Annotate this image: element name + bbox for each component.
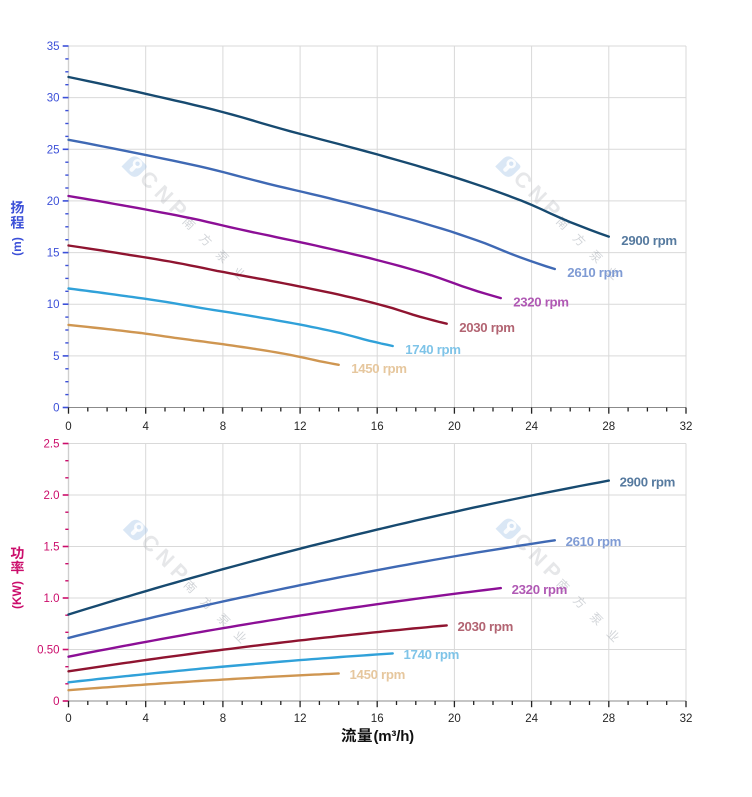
svg-text:20: 20 bbox=[448, 421, 461, 433]
svg-text:2.0: 2.0 bbox=[44, 490, 60, 502]
svg-text:10: 10 bbox=[47, 299, 60, 311]
svg-text:1450 rpm: 1450 rpm bbox=[351, 361, 407, 376]
svg-text:24: 24 bbox=[525, 421, 538, 433]
svg-text:1740 rpm: 1740 rpm bbox=[405, 342, 461, 357]
svg-text:15: 15 bbox=[47, 248, 60, 260]
svg-text:32: 32 bbox=[680, 421, 693, 433]
svg-text:(m): (m) bbox=[10, 237, 24, 256]
svg-text:1.0: 1.0 bbox=[44, 593, 60, 605]
svg-text:2030 rpm: 2030 rpm bbox=[459, 320, 515, 335]
svg-text:25: 25 bbox=[47, 144, 60, 156]
svg-text:1.5: 1.5 bbox=[44, 542, 60, 554]
svg-text:2320 rpm: 2320 rpm bbox=[512, 582, 568, 597]
svg-text:0: 0 bbox=[65, 421, 71, 433]
svg-text:30: 30 bbox=[47, 93, 60, 105]
svg-text:8: 8 bbox=[220, 421, 226, 433]
svg-text:20: 20 bbox=[448, 713, 461, 725]
svg-text:0.50: 0.50 bbox=[37, 645, 59, 657]
svg-text:16: 16 bbox=[371, 421, 384, 433]
svg-text:1450 rpm: 1450 rpm bbox=[350, 667, 406, 682]
svg-text:20: 20 bbox=[47, 196, 60, 208]
svg-text:0: 0 bbox=[53, 403, 59, 415]
svg-text:28: 28 bbox=[602, 713, 615, 725]
svg-text:28: 28 bbox=[602, 421, 615, 433]
svg-text:2610 rpm: 2610 rpm bbox=[567, 265, 623, 280]
svg-text:4: 4 bbox=[142, 421, 149, 433]
svg-text:4: 4 bbox=[142, 713, 149, 725]
svg-text:0: 0 bbox=[65, 713, 71, 725]
svg-text:35: 35 bbox=[47, 41, 60, 53]
svg-text:8: 8 bbox=[220, 713, 226, 725]
svg-text:12: 12 bbox=[294, 421, 307, 433]
svg-text:2610 rpm: 2610 rpm bbox=[566, 534, 622, 549]
svg-text:2320 rpm: 2320 rpm bbox=[513, 294, 569, 309]
svg-text:(m³/h): (m³/h) bbox=[374, 728, 415, 745]
svg-text:2.5: 2.5 bbox=[44, 439, 60, 451]
svg-text:5: 5 bbox=[53, 351, 59, 363]
svg-text:(KW): (KW) bbox=[10, 581, 24, 609]
svg-text:12: 12 bbox=[294, 713, 307, 725]
svg-text:1740 rpm: 1740 rpm bbox=[404, 647, 460, 662]
svg-text:0: 0 bbox=[53, 696, 59, 708]
svg-text:2030 rpm: 2030 rpm bbox=[458, 619, 514, 634]
svg-text:24: 24 bbox=[525, 713, 538, 725]
svg-text:2900 rpm: 2900 rpm bbox=[621, 233, 677, 248]
svg-text:16: 16 bbox=[371, 713, 384, 725]
svg-text:2900 rpm: 2900 rpm bbox=[620, 474, 676, 489]
svg-text:32: 32 bbox=[680, 713, 693, 725]
